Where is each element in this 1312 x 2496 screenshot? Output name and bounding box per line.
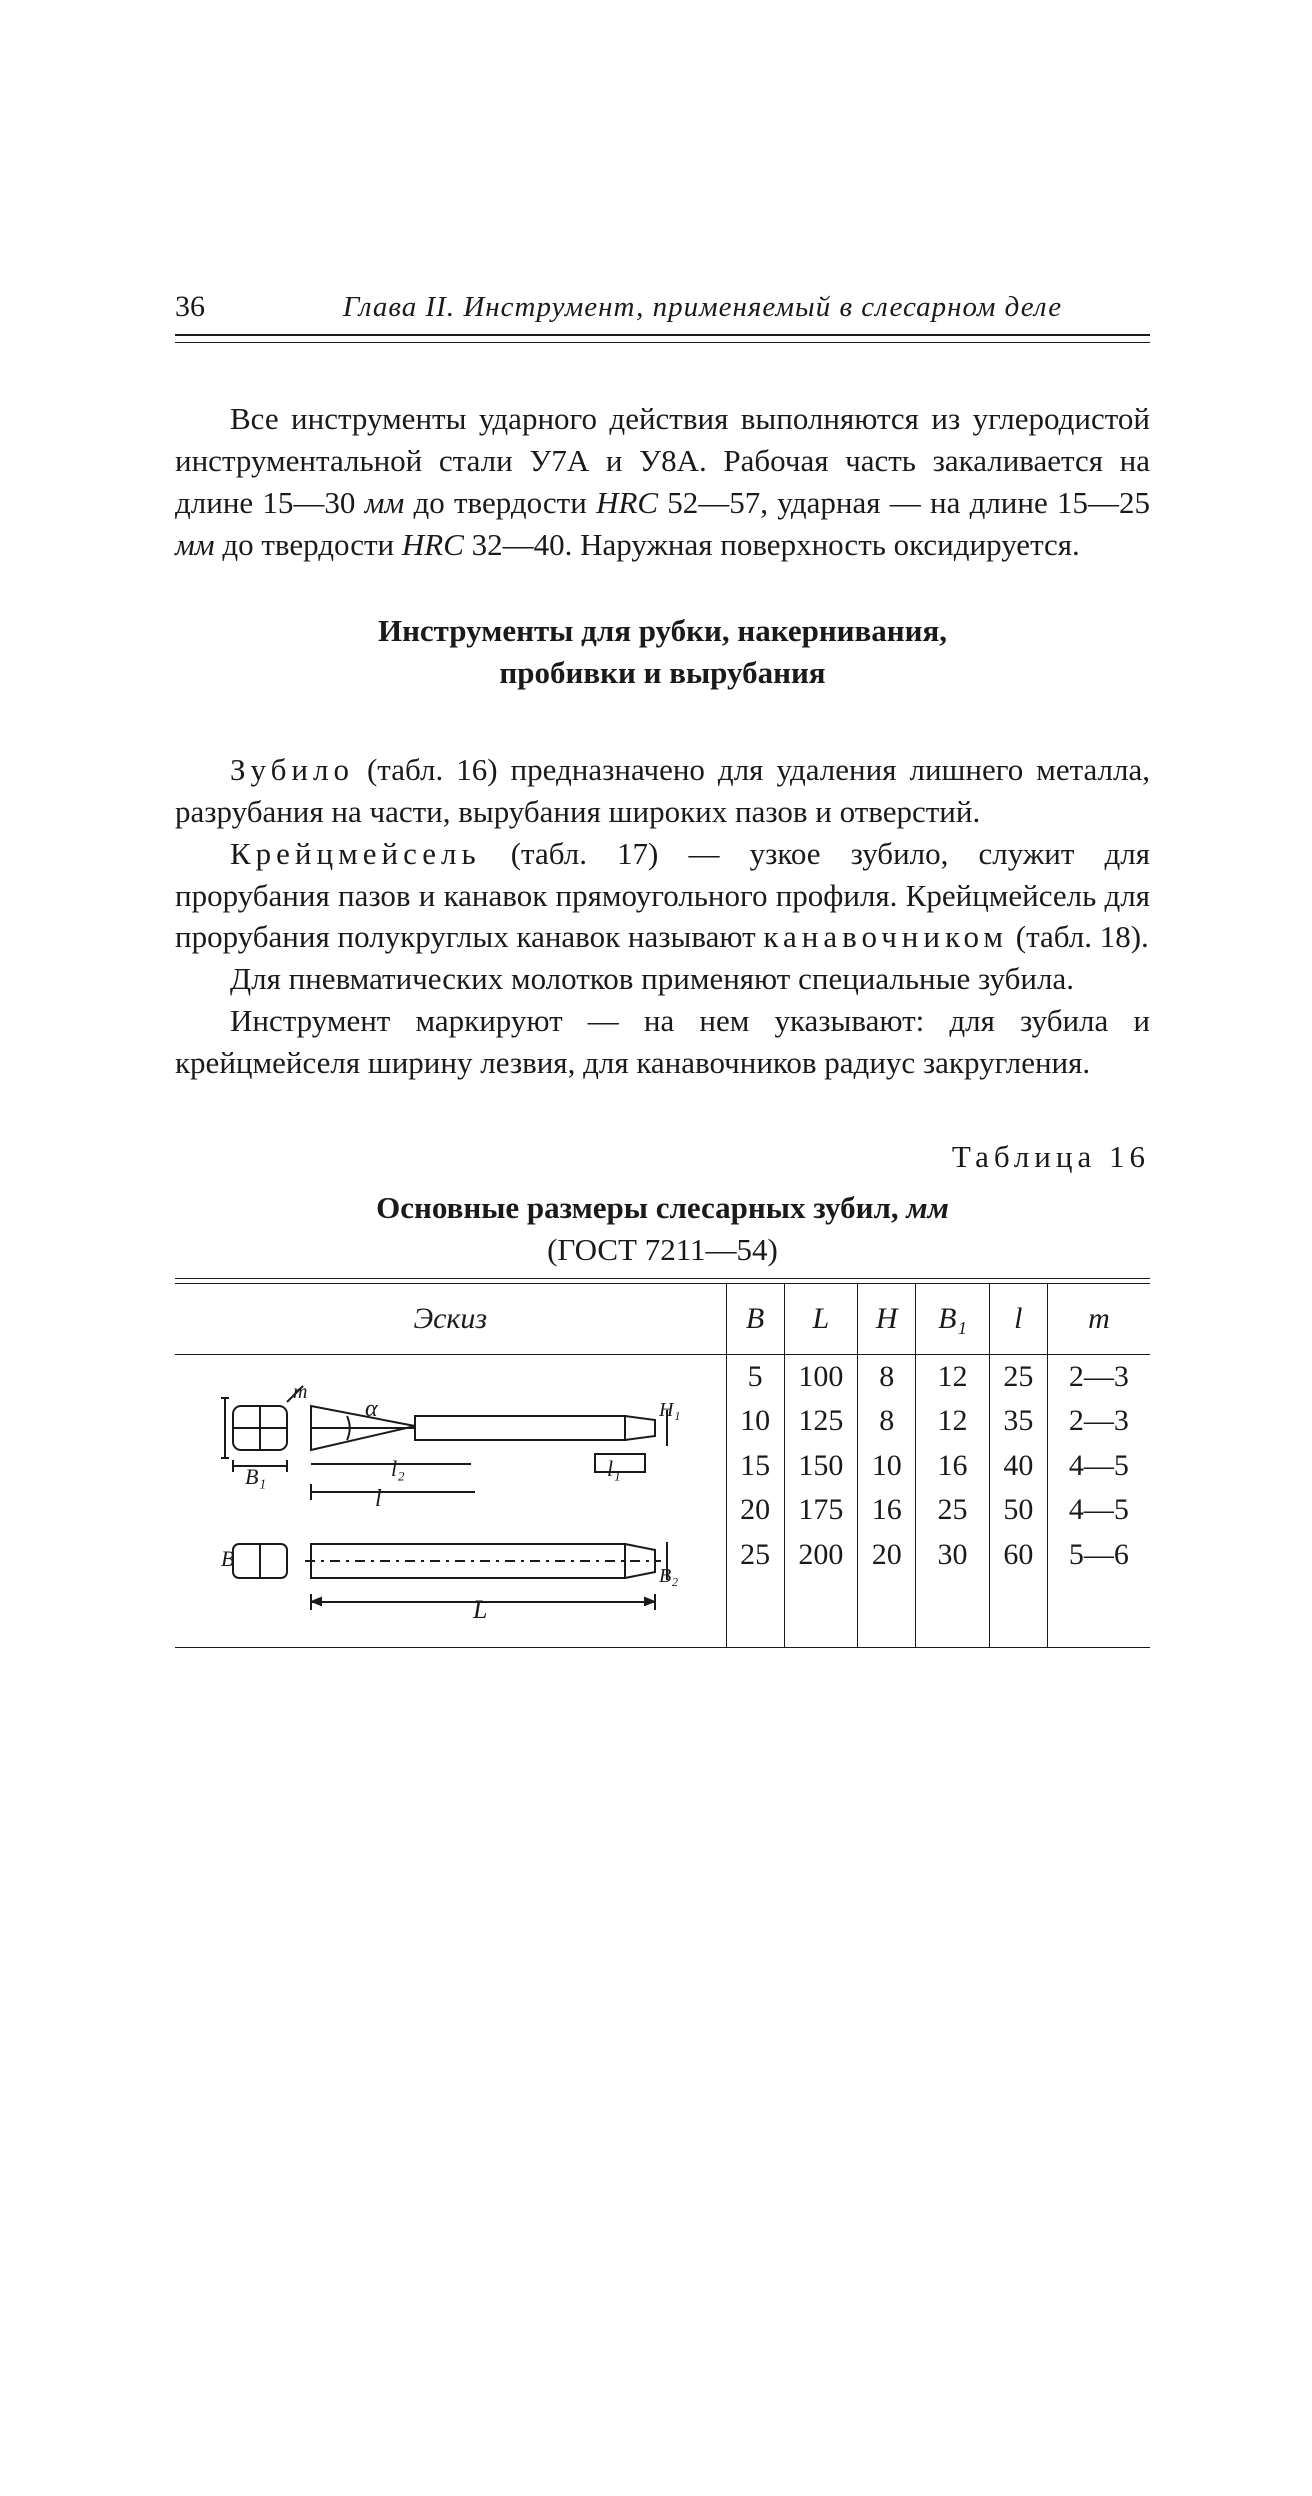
cell: 30 — [916, 1533, 990, 1578]
svg-text:m: m — [293, 1381, 307, 1403]
col-l: l — [989, 1284, 1047, 1355]
section-heading-line2: пробивки и вырубания — [175, 652, 1150, 694]
term-kanavochnik: канавочником — [763, 919, 1008, 954]
cell: 40 — [989, 1444, 1047, 1489]
cell — [784, 1577, 858, 1647]
cell: 60 — [989, 1533, 1047, 1578]
cell — [726, 1577, 784, 1647]
p4: Инструмент маркируют — на нем указывают:… — [175, 1000, 1150, 1084]
cell: 175 — [784, 1488, 858, 1533]
cell: 8 — [858, 1354, 916, 1399]
cell: 12 — [916, 1399, 990, 1444]
svg-text:B₂: B₂ — [659, 1565, 678, 1587]
col-m: m — [1047, 1284, 1150, 1355]
cell — [916, 1577, 990, 1647]
body-paragraphs: Зубило (табл. 16) предназначено для удал… — [175, 749, 1150, 1084]
cell: 5 — [726, 1354, 784, 1399]
col-B1: B₁ — [916, 1284, 990, 1355]
term-kreitsmeisel: Крейцмейсель — [230, 836, 481, 871]
intro-text: Все инструменты ударного действия выполн… — [175, 398, 1150, 565]
cell: 4—5 — [1047, 1444, 1150, 1489]
col-B: B — [726, 1284, 784, 1355]
cell: 100 — [784, 1354, 858, 1399]
cell: 4—5 — [1047, 1488, 1150, 1533]
svg-text:l₁: l₁ — [607, 1456, 621, 1481]
page: 36 Глава II. Инструмент, применяемый в с… — [175, 290, 1150, 1648]
header-rule-thick — [175, 334, 1150, 336]
svg-text:L: L — [472, 1595, 487, 1624]
page-header: 36 Глава II. Инструмент, применяемый в с… — [175, 290, 1150, 324]
table-title: Основные размеры слесарных зубил, мм — [175, 1190, 1150, 1226]
cell: 125 — [784, 1399, 858, 1444]
cell: 2—3 — [1047, 1354, 1150, 1399]
cell: 25 — [916, 1488, 990, 1533]
cell — [989, 1577, 1047, 1647]
section-heading-line1: Инструменты для рубки, накернивания, — [175, 610, 1150, 652]
svg-text:B₁: B₁ — [245, 1464, 266, 1489]
cell: 25 — [989, 1354, 1047, 1399]
table-row: m α — [175, 1354, 1150, 1399]
cell: 20 — [726, 1488, 784, 1533]
svg-text:α: α — [365, 1396, 378, 1422]
col-H: H — [858, 1284, 916, 1355]
table-label: Таблица 16 — [175, 1139, 1150, 1175]
cell — [1047, 1577, 1150, 1647]
cell: 10 — [858, 1444, 916, 1489]
table-wrap: Эскиз B L H B₁ l m — [175, 1283, 1150, 1649]
cell: 20 — [858, 1533, 916, 1578]
cell: 50 — [989, 1488, 1047, 1533]
svg-text:H₁: H₁ — [658, 1399, 680, 1421]
cell — [858, 1577, 916, 1647]
p2-rest: (табл. 18). — [1008, 919, 1149, 954]
cell: 15 — [726, 1444, 784, 1489]
table-top-rule — [175, 1278, 1150, 1279]
cell: 12 — [916, 1354, 990, 1399]
dimensions-table: Эскиз B L H B₁ l m — [175, 1284, 1150, 1648]
chapter-title: Глава II. Инструмент, применяемый в слес… — [255, 291, 1150, 324]
cell: 10 — [726, 1399, 784, 1444]
cell: 2—3 — [1047, 1399, 1150, 1444]
table-header-row: Эскиз B L H B₁ l m — [175, 1284, 1150, 1355]
cell: 16 — [858, 1488, 916, 1533]
table-title-unit: мм — [906, 1190, 948, 1225]
sketch-cell: m α — [175, 1354, 726, 1647]
cell: 16 — [916, 1444, 990, 1489]
col-L: L — [784, 1284, 858, 1355]
cell: 5—6 — [1047, 1533, 1150, 1578]
table-subtitle: (ГОСТ 7211—54) — [175, 1232, 1150, 1268]
p3: Для пневматических молотков применяют сп… — [175, 958, 1150, 1000]
section-heading: Инструменты для рубки, накернивания, про… — [175, 610, 1150, 694]
svg-text:B: B — [221, 1546, 234, 1571]
header-rule-thin — [175, 342, 1150, 343]
table-title-main: Основные размеры слесарных зубил, — [376, 1190, 906, 1225]
cell: 200 — [784, 1533, 858, 1578]
cell: 8 — [858, 1399, 916, 1444]
chisel-sketch-icon: m α — [215, 1366, 685, 1636]
cell: 35 — [989, 1399, 1047, 1444]
term-zubilo: Зубило — [230, 752, 354, 787]
cell: 150 — [784, 1444, 858, 1489]
svg-text:l₂: l₂ — [391, 1456, 405, 1481]
page-number: 36 — [175, 290, 205, 324]
svg-text:l: l — [375, 1486, 382, 1512]
col-sketch: Эскиз — [175, 1284, 726, 1355]
cell: 25 — [726, 1533, 784, 1578]
